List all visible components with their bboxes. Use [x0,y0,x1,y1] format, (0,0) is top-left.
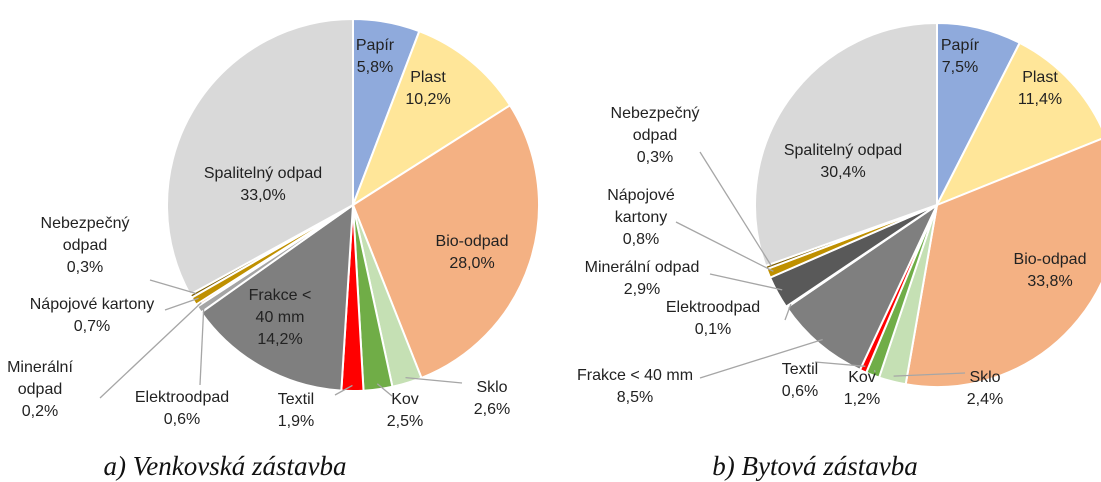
chart-title: a) Venkovská zástavba [104,451,347,481]
slice-value-label: 33,8% [1027,273,1072,290]
slice-value-label: 2,5% [387,413,423,430]
slice-label: Sklo [476,379,507,396]
slice-value-label: 0,6% [164,411,200,428]
slice-label: Papír [356,37,395,54]
pie-slice [904,138,1101,388]
leader-line [675,221,774,272]
slice-value-label: 7,5% [942,59,978,76]
slice-label: Nebezpečný odpad [41,215,130,254]
slice-value-label: 0,7% [74,318,110,335]
leader-line [334,384,353,396]
slice-value-label: 8,5% [617,389,653,406]
pie-slice [166,17,354,296]
slice-value-label: 30,4% [820,164,865,181]
slice-label: Spalitelný odpad [204,165,322,182]
slice-label: Papír [941,37,980,54]
slice-value-label: 14,2% [257,331,302,348]
slice-label: Nápojové kartony [607,187,675,226]
slice-label: Nebezpečný odpad [611,105,700,144]
slice-label: Elektroodpad [135,389,229,406]
slice-value-label: 2,6% [474,401,510,418]
slice-value-label: 5,8% [357,59,393,76]
slice-label: Textil [782,361,818,378]
leader-line [699,151,772,266]
leader-line [149,279,196,295]
pie-slice [754,21,938,268]
slice-value-label: 0,6% [782,383,818,400]
slice-label: Sklo [969,369,1000,386]
slice-value-label: 2,4% [967,391,1003,408]
pie-slice [934,41,1101,207]
leader-line [784,303,792,321]
slice-value-label: 0,2% [22,403,58,420]
slice-value-label: 2,9% [624,281,660,298]
slice-label: Textil [278,391,314,408]
leader-line [99,302,202,399]
slice-value-label: 1,2% [844,391,880,408]
leader-line [709,273,783,291]
slice-value-label: 0,1% [695,321,731,338]
pie-slice [785,202,940,372]
slice-label: Minerální odpad [7,359,73,398]
slice-label: Bio-odpad [1014,251,1087,268]
slice-label: Nápojové kartony [30,296,155,313]
leader-line [699,338,823,379]
leader-line [199,306,205,386]
leader-line [893,372,966,377]
leader-line [376,383,393,397]
pie-slice [351,103,540,380]
slice-value-label: 11,4% [1018,91,1062,108]
leader-line [164,297,199,311]
slice-value-label: 0,8% [623,231,659,248]
slice-label: Frakce <40 mm [249,287,312,326]
slice-value-label: 10,2% [405,91,450,108]
slice-label: Spalitelný odpad [784,142,902,159]
slice-value-label: 0,3% [67,259,103,276]
slice-value-label: 1,9% [278,413,314,430]
leader-line [405,376,463,384]
slice-label: Elektroodpad [666,299,760,316]
slice-label: Plast [410,69,446,86]
slice-value-label: 33,0% [240,187,285,204]
slice-label: Kov [391,391,419,408]
leader-line [814,361,866,367]
slice-value-label: 0,3% [637,149,673,166]
pie-slice [350,29,512,208]
pie-slice [199,202,355,392]
slice-label: Bio-odpad [436,233,509,250]
slice-value-label: 28,0% [449,255,494,272]
slice-label: Kov [848,369,876,386]
slice-label: Plast [1022,69,1058,86]
chart-title: b) Bytová zástavba [712,451,917,481]
slice-label: Frakce < 40 mm [577,367,693,384]
slice-label: Minerální odpad [585,259,700,276]
